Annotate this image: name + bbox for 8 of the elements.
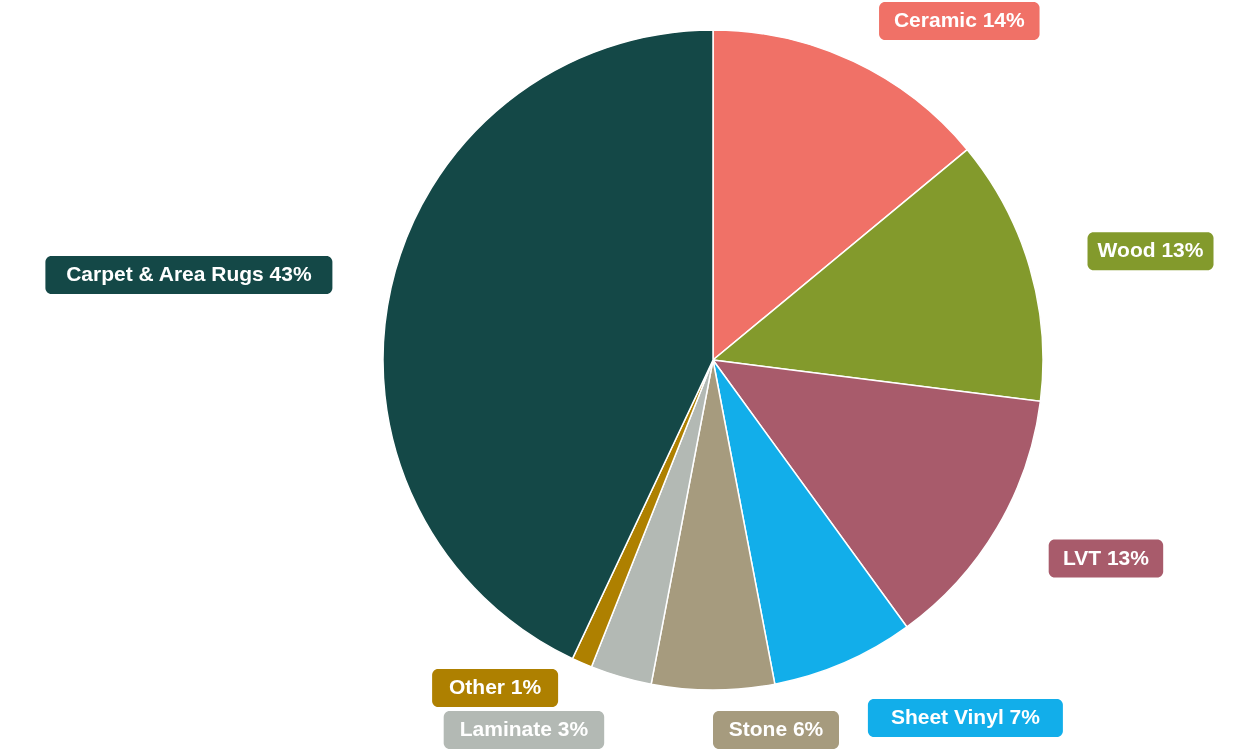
slice-label: Ceramic 14%	[893, 8, 1025, 31]
slice-label: Stone 6%	[728, 717, 824, 740]
slice-label: Laminate 3%	[459, 717, 589, 740]
slice-label: Wood 13%	[1097, 238, 1204, 262]
slice-label: Sheet Vinyl 7%	[890, 704, 1041, 728]
slice-label: Other 1%	[449, 674, 542, 698]
slice-label: LVT 13%	[1062, 545, 1150, 569]
slice-label: Carpet & Area Rugs 43%	[66, 261, 312, 285]
